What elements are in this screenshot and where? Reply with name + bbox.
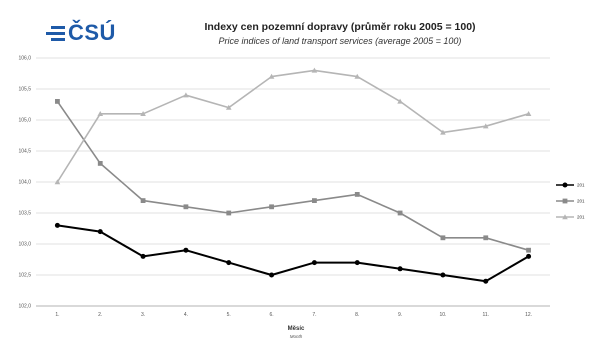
data-point [97, 229, 103, 235]
x-tick-label: 1. [55, 312, 59, 318]
legend-label: 201 [577, 199, 585, 204]
data-point [225, 104, 232, 110]
data-point [55, 99, 60, 104]
chart-grid [36, 57, 550, 307]
csu-logo: ČSÚ [46, 22, 116, 44]
x-axis-label-en: Month [290, 334, 303, 339]
data-point [140, 198, 146, 203]
y-tick-label: 102,0 [18, 304, 31, 310]
data-point [183, 92, 189, 98]
data-point [269, 272, 275, 278]
x-tick-label: 5. [227, 312, 231, 318]
data-point [54, 179, 61, 185]
x-tick-label: 7. [312, 312, 316, 318]
y-tick-label: 102,5 [18, 273, 31, 279]
data-point [140, 111, 146, 116]
data-point [311, 260, 317, 266]
data-point [482, 123, 489, 129]
series-line [57, 224, 530, 283]
data-point [440, 129, 446, 135]
data-point [311, 67, 318, 73]
data-point [97, 161, 103, 166]
x-tick-label: 10. [439, 312, 446, 318]
data-point [354, 73, 361, 79]
legend-marker [562, 182, 568, 188]
data-point [354, 192, 360, 197]
data-point [54, 222, 60, 228]
y-tick-label: 105,5 [18, 87, 31, 93]
data-point [226, 210, 232, 216]
data-point [140, 253, 146, 259]
x-tick-label: 11. [482, 312, 489, 318]
y-tick-label: 103,0 [18, 242, 31, 248]
series-line [56, 100, 529, 251]
data-point [97, 111, 104, 116]
x-tick-label: 9. [398, 312, 402, 318]
data-point [526, 253, 532, 259]
data-point [440, 272, 446, 278]
x-axis-label: Měsíc [288, 326, 305, 332]
data-point [354, 260, 360, 266]
x-tick-label: 8. [355, 312, 359, 318]
data-point [269, 204, 274, 210]
series-line [56, 69, 529, 183]
y-axis-ticks: 102,0 102,5 103,0 103,5 104,0 104,5 105,0 105,5… [18, 56, 31, 310]
logo-text: ČSÚ [68, 20, 116, 45]
legend-marker [562, 198, 568, 204]
chart-legend: 201 201 201 [556, 182, 585, 220]
x-tick-label: 2. [98, 312, 102, 318]
data-point [268, 73, 275, 79]
data-point [483, 278, 489, 284]
y-tick-label: 105,0 [18, 118, 31, 124]
x-tick-label: 3. [141, 312, 145, 318]
y-tick-label: 104,0 [18, 180, 31, 186]
data-point [183, 204, 189, 210]
data-point [397, 210, 403, 216]
x-axis-ticks: 1. 2. 3. 4. 5. 6. 7. 8. 9. 10. 11. 12. [55, 312, 532, 318]
logo-bars-icon [46, 25, 65, 41]
data-point [312, 198, 317, 203]
y-tick-label: 104,5 [18, 149, 31, 155]
data-point [397, 98, 403, 104]
y-tick-label: 103,5 [18, 211, 31, 217]
data-point [183, 247, 189, 253]
data-point [226, 260, 232, 266]
chart-title: Indexy cen pozemní dopravy (průměr roku … [204, 21, 476, 33]
x-tick-label: 6. [269, 312, 273, 318]
data-point [440, 235, 446, 241]
data-point [525, 111, 532, 116]
data-point [526, 247, 531, 253]
x-tick-label: 12. [525, 312, 532, 318]
legend-label: 201 [577, 215, 585, 220]
y-tick-label: 106,0 [18, 56, 31, 62]
legend-marker [562, 214, 568, 220]
legend-label: 201 [577, 183, 585, 188]
chart-series [54, 67, 532, 284]
data-point [397, 266, 403, 272]
x-tick-label: 4. [184, 312, 188, 318]
chart-subtitle: Price indices of land transport services… [218, 36, 462, 46]
data-point [483, 235, 489, 241]
